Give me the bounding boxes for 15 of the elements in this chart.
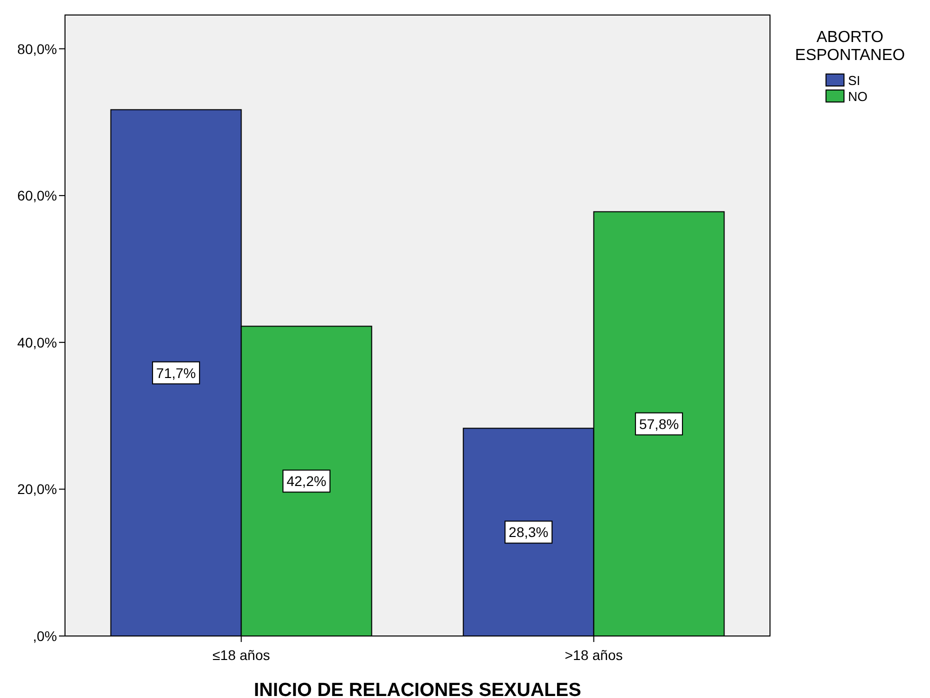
x-tick-label: ≤18 años bbox=[212, 647, 270, 663]
legend-title: ABORTO ESPONTANEO bbox=[795, 29, 905, 64]
y-tick-label: 60,0% bbox=[17, 188, 57, 204]
data-label: 42,2% bbox=[286, 473, 326, 490]
data-label: 57,8% bbox=[639, 416, 679, 432]
y-tick-label: 20,0% bbox=[17, 481, 57, 498]
y-tick-label: ,0% bbox=[32, 628, 57, 644]
x-tick-label: >18 años bbox=[564, 647, 623, 663]
legend-label: SI bbox=[848, 73, 860, 88]
x-axis-title: INICIO DE RELACIONES SEXUALES bbox=[254, 680, 582, 698]
data-label: 28,3% bbox=[508, 524, 548, 540]
y-tick-label: 40,0% bbox=[17, 334, 57, 350]
data-label: 71,7% bbox=[156, 364, 196, 381]
y-tick-label: 80,0% bbox=[17, 40, 57, 57]
legend-label: NO bbox=[848, 89, 868, 104]
